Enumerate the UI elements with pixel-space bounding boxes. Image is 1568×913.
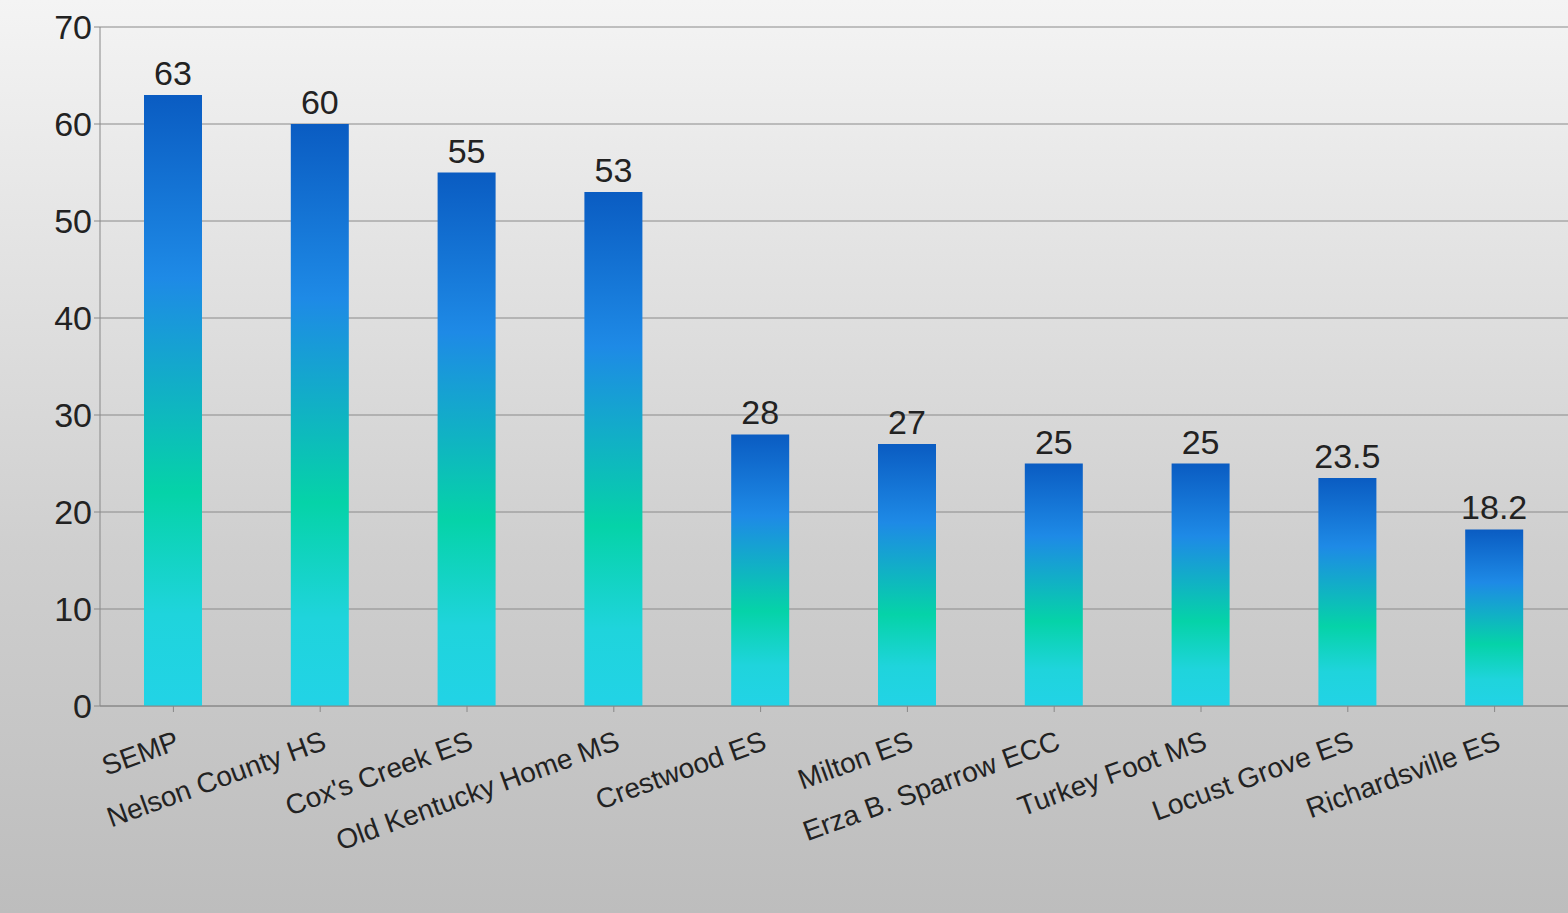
svg-text:28: 28 [741,393,779,431]
svg-text:Cox's Creek ES: Cox's Creek ES [281,725,477,822]
svg-text:25: 25 [1182,423,1220,461]
svg-text:40: 40 [54,299,92,337]
svg-text:Nelson County HS: Nelson County HS [102,725,330,834]
svg-text:10: 10 [54,590,92,628]
svg-text:30: 30 [54,396,92,434]
svg-text:53: 53 [594,151,632,189]
svg-text:Crestwood ES: Crestwood ES [591,725,770,815]
svg-text:SEMP: SEMP [98,725,183,781]
svg-text:50: 50 [54,202,92,240]
svg-text:23.5: 23.5 [1314,437,1380,475]
svg-text:60: 60 [301,83,339,121]
svg-text:18.2: 18.2 [1461,488,1527,526]
svg-text:20: 20 [54,493,92,531]
svg-text:Old Kentucky Home MS: Old Kentucky Home MS [332,725,623,856]
svg-text:63: 63 [154,54,192,92]
svg-text:70: 70 [54,8,92,46]
svg-text:Richardsville ES: Richardsville ES [1302,725,1504,824]
svg-text:Milton ES: Milton ES [793,725,917,796]
svg-text:55: 55 [448,132,486,170]
svg-text:Locust Grove ES: Locust Grove ES [1147,725,1358,827]
svg-text:Erza B. Sparrow ECC: Erza B. Sparrow ECC [799,725,1064,847]
svg-text:25: 25 [1035,423,1073,461]
svg-text:Turkey Foot MS: Turkey Foot MS [1013,725,1211,823]
svg-text:0: 0 [73,687,92,725]
svg-text:27: 27 [888,403,926,441]
svg-text:60: 60 [54,105,92,143]
